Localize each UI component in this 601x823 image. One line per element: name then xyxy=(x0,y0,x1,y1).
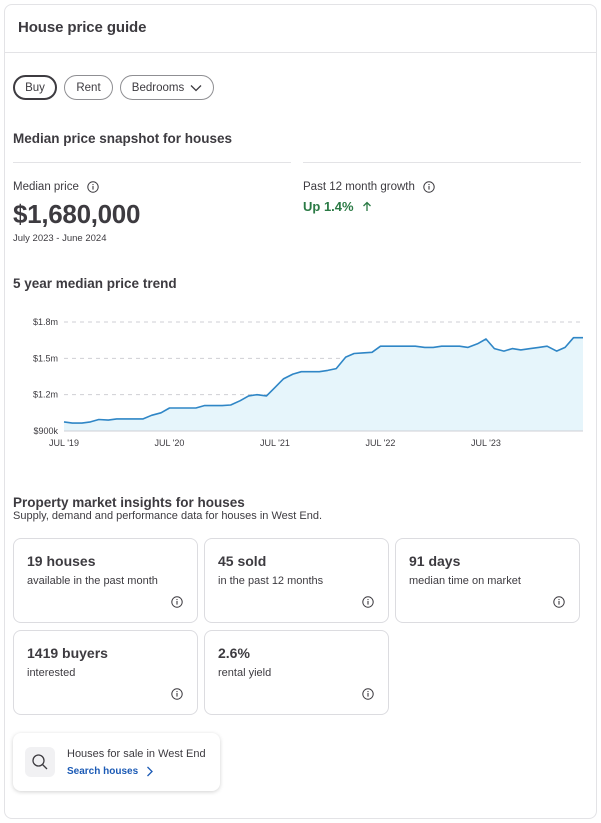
growth-label-text: Past 12 month growth xyxy=(303,181,415,193)
tile-desc: median time on market xyxy=(409,575,521,587)
median-price-label-text: Median price xyxy=(13,181,79,193)
x-tick-label: JUL '20 xyxy=(155,438,185,448)
card-title: House price guide xyxy=(18,19,147,36)
median-price-value: $1,680,000 xyxy=(13,199,141,229)
price-trend-chart: $1.8m $1.5m $1.2m $900k JUL '19 JUL '20 JUL '2… xyxy=(33,317,583,448)
insight-tile-sold: 45 sold in the past 12 months xyxy=(204,538,389,623)
x-tick-label: JUL '22 xyxy=(366,438,396,448)
x-tick-label: JUL '23 xyxy=(471,438,501,448)
insight-tile-days-on-market: 91 days median time on market xyxy=(395,538,580,623)
insights-subtitle: Supply, demand and performance data for … xyxy=(13,510,322,522)
insight-tile-available: 19 houses available in the past month xyxy=(13,538,198,623)
y-tick-label: $900k xyxy=(33,426,58,436)
search-houses-link[interactable]: Search houses xyxy=(67,766,206,777)
median-price-period: July 2023 - June 2024 xyxy=(13,233,107,244)
divider-left xyxy=(13,162,291,163)
tile-value: 45 sold xyxy=(218,553,267,569)
growth-value-text: Up 1.4% xyxy=(303,199,354,214)
tile-desc: rental yield xyxy=(218,667,272,679)
series-line xyxy=(63,336,583,424)
divider-right xyxy=(303,162,581,163)
bedrooms-label: Bedrooms xyxy=(131,81,185,94)
chevron-down-icon xyxy=(190,84,202,91)
buy-pill[interactable]: Buy xyxy=(13,75,57,100)
trend-title: 5 year median price trend xyxy=(13,276,177,291)
chevron-right-icon xyxy=(147,766,154,776)
tile-value: 1419 buyers xyxy=(27,645,108,661)
info-icon[interactable] xyxy=(362,688,374,700)
search-icon-box xyxy=(25,747,55,777)
filter-pills: Buy Rent Bedrooms xyxy=(13,75,214,100)
search-title: Houses for sale in West End xyxy=(67,747,206,760)
search-icon xyxy=(32,754,48,770)
info-icon[interactable] xyxy=(362,596,374,608)
y-tick-label: $1.8m xyxy=(33,317,58,327)
search-houses-link-text: Search houses xyxy=(67,765,139,777)
insight-tile-yield: 2.6% rental yield xyxy=(204,630,389,715)
rent-pill[interactable]: Rent xyxy=(64,75,113,100)
bedrooms-dropdown[interactable]: Bedrooms xyxy=(120,75,214,100)
x-tick-label: JUL '21 xyxy=(260,438,290,448)
arrow-up-icon xyxy=(362,201,371,211)
search-text: Houses for sale in West End Search house… xyxy=(67,748,206,777)
x-tick-label: JUL '19 xyxy=(49,438,79,448)
insight-tile-buyers: 1419 buyers interested xyxy=(13,630,198,715)
insights-title: Property market insights for houses xyxy=(13,495,245,510)
median-price-label: Median price xyxy=(13,181,99,193)
info-icon[interactable] xyxy=(553,596,565,608)
info-icon[interactable] xyxy=(87,181,99,193)
tile-desc: interested xyxy=(27,667,76,679)
info-icon[interactable] xyxy=(423,181,435,193)
info-icon[interactable] xyxy=(171,596,183,608)
tile-value: 91 days xyxy=(409,553,461,569)
tile-desc: in the past 12 months xyxy=(218,575,324,587)
tile-value: 2.6% xyxy=(218,645,250,661)
snapshot-title: Median price snapshot for houses xyxy=(13,131,233,146)
info-icon[interactable] xyxy=(171,688,183,700)
growth-value: Up 1.4% xyxy=(303,199,372,214)
tile-value: 19 houses xyxy=(27,553,96,569)
growth-label: Past 12 month growth xyxy=(303,181,435,193)
y-tick-label: $1.2m xyxy=(33,390,58,400)
search-houses-card[interactable]: Houses for sale in West End Search house… xyxy=(13,733,220,791)
tile-desc: available in the past month xyxy=(27,575,158,587)
card-header: House price guide xyxy=(5,5,596,53)
y-tick-label: $1.5m xyxy=(33,353,58,363)
area-fill xyxy=(64,337,583,431)
